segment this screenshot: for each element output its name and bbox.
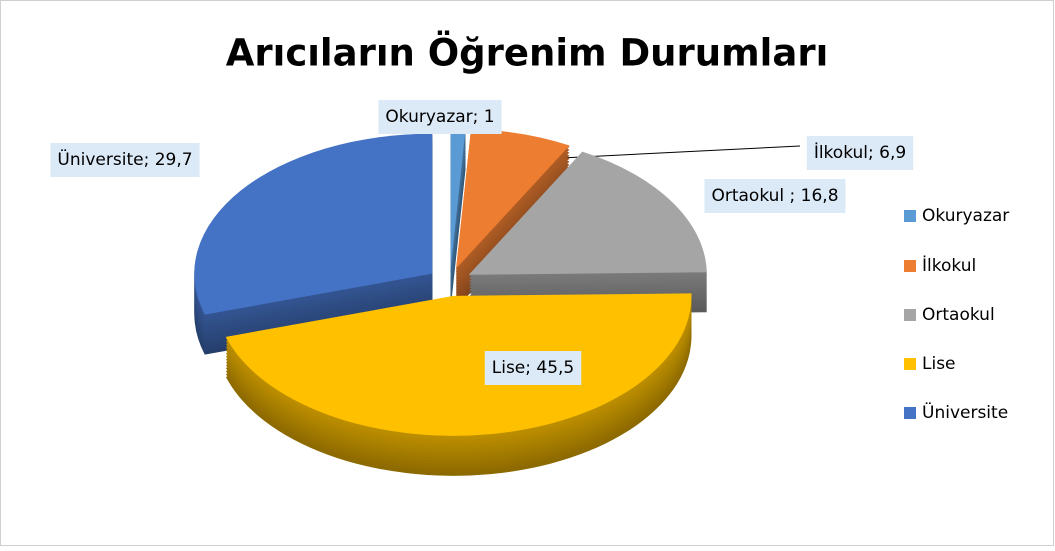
legend-label: Ortaokul <box>922 305 995 325</box>
slice <box>468 151 707 275</box>
data-label: Üniversite; 29,7 <box>50 143 200 177</box>
slice <box>194 133 433 315</box>
slice <box>456 128 570 269</box>
leader-line <box>521 145 801 161</box>
legend-swatch <box>904 358 916 370</box>
legend-label: İlkokul <box>922 255 976 276</box>
data-label-text: Üniversite; 29,7 <box>57 148 192 170</box>
legend-swatch <box>904 210 916 222</box>
data-label-text: Ortaokul ; 16,8 <box>711 186 838 206</box>
data-label-text: Okuryazar; 1 <box>385 107 494 127</box>
data-label: İlkokul; 6,9 <box>806 136 914 170</box>
data-label-text: İlkokul; 6,9 <box>814 142 906 163</box>
legend-swatch <box>904 260 916 272</box>
legend-label: Lise <box>922 354 956 374</box>
chart-title: Arıcıların Öğrenim Durumları <box>226 31 829 75</box>
legend-swatch <box>904 309 916 321</box>
data-label-box <box>484 351 582 385</box>
data-label-box <box>50 143 200 177</box>
data-label: Okuryazar; 1 <box>378 100 502 134</box>
data-label-box <box>704 179 846 213</box>
data-label-text: Lise; 45,5 <box>492 358 575 378</box>
legend-label: Üniversite <box>922 401 1008 423</box>
slice <box>225 293 692 436</box>
pie <box>194 128 707 476</box>
data-label: Lise; 45,5 <box>484 351 582 385</box>
data-label-box <box>378 100 502 134</box>
legend-swatch <box>904 407 916 419</box>
slice <box>450 128 466 269</box>
data-label-box <box>806 136 914 170</box>
legend-label: Okuryazar <box>922 206 1009 226</box>
data-label: Ortaokul ; 16,8 <box>704 179 846 213</box>
